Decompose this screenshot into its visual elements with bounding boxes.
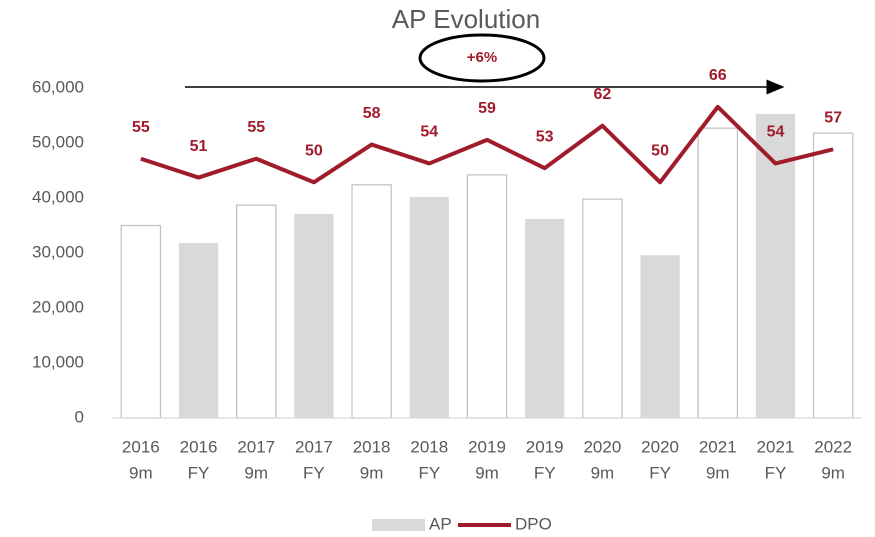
chart-title: AP Evolution: [392, 4, 540, 34]
data-label: 50: [651, 143, 669, 160]
x-tick-label: 9m: [821, 463, 845, 482]
x-tick-label: 2021: [699, 437, 737, 456]
data-label: 54: [420, 124, 438, 141]
data-label: 50: [305, 143, 323, 160]
x-tick-label: FY: [534, 463, 556, 482]
legend-label: AP: [429, 514, 452, 533]
legend-swatch: [372, 519, 425, 531]
x-tick-label: 9m: [360, 463, 384, 482]
bar: [178, 243, 219, 418]
data-label: 59: [478, 100, 496, 117]
data-label: 62: [593, 86, 611, 103]
x-tick-label: 2020: [583, 437, 621, 456]
bar: [466, 174, 508, 419]
y-tick-label: 0: [75, 407, 84, 426]
y-tick-label: 20,000: [32, 297, 84, 316]
x-tick-label: 2016: [122, 437, 160, 456]
bar: [236, 204, 277, 419]
data-label: 57: [824, 110, 842, 127]
x-tick-label: 2017: [237, 437, 275, 456]
x-tick-label: FY: [418, 463, 440, 482]
x-tick-label: FY: [765, 463, 787, 482]
x-tick-label: 2018: [353, 437, 391, 456]
x-tick-label: 2016: [180, 437, 218, 456]
data-label: 55: [247, 119, 265, 136]
data-label: 58: [363, 105, 381, 122]
bar: [120, 224, 162, 419]
data-label: 55: [132, 119, 150, 136]
bar: [640, 255, 680, 418]
data-label: 53: [536, 128, 554, 145]
data-label: 54: [767, 124, 785, 141]
x-tick-label: 9m: [244, 463, 268, 482]
data-label: 66: [709, 67, 727, 84]
annotation: +6%: [467, 49, 497, 66]
x-tick-label: FY: [188, 463, 210, 482]
x-tick-label: 9m: [591, 463, 615, 482]
legend-label: DPO: [515, 514, 552, 533]
bar: [409, 196, 449, 418]
annotation-ellipse: [418, 33, 546, 83]
data-label: 51: [190, 138, 208, 155]
line: [140, 104, 834, 185]
bar: [812, 132, 854, 419]
bar: [351, 184, 392, 419]
bar: [294, 213, 334, 418]
y-tick-label: 60,000: [32, 77, 84, 96]
y-tick-label: 40,000: [32, 187, 84, 206]
x-tick-label: 2020: [641, 437, 679, 456]
bar: [582, 198, 623, 419]
x-tick-label: 9m: [129, 463, 153, 482]
x-tick-label: 2019: [468, 437, 506, 456]
x-tick-label: 9m: [706, 463, 730, 482]
x-tick-label: 9m: [475, 463, 499, 482]
x-tick-label: 2021: [757, 437, 795, 456]
bar: [697, 127, 738, 419]
x-tick-label: 2018: [410, 437, 448, 456]
y-tick-label: 30,000: [32, 242, 84, 261]
x-tick-label: 2022: [814, 437, 852, 456]
y-tick-label: 10,000: [32, 352, 84, 371]
x-tick-label: 2019: [526, 437, 564, 456]
x-tick-label: FY: [649, 463, 671, 482]
x-tick-label: FY: [303, 463, 325, 482]
bar: [525, 218, 565, 418]
y-tick-label: 50,000: [32, 132, 84, 151]
x-tick-label: 2017: [295, 437, 333, 456]
